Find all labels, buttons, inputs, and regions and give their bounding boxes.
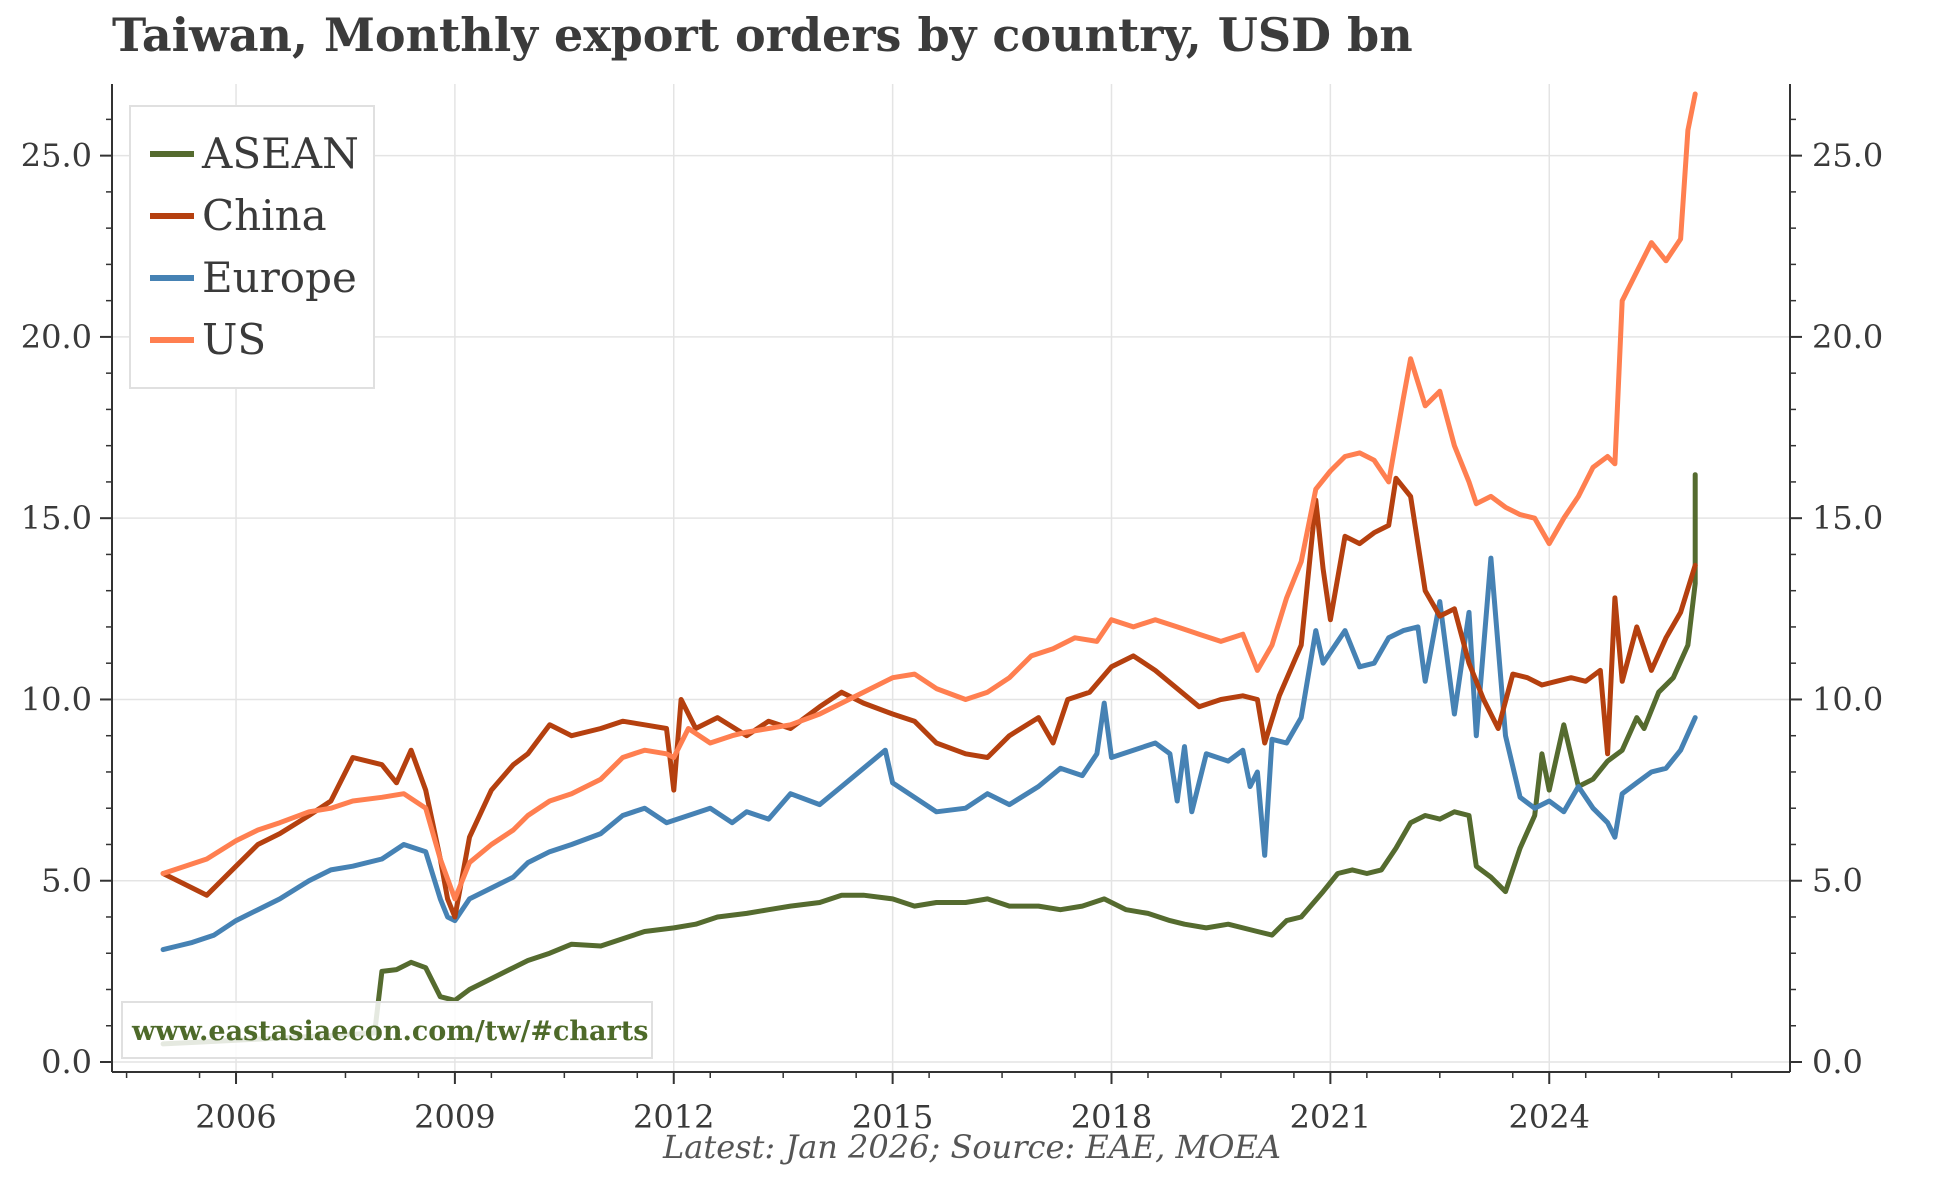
y-tick-label-right: 15.0 (1812, 499, 1883, 537)
tick-labels: 2006 2009 2012 2015 2018 2021 2024 0.0 0.0 5.0 5.0… (21, 137, 1884, 1136)
y-tick-label-left: 10.0 (21, 680, 92, 718)
source-note: Latest: Jan 2026; Source: EAE, MOEA (663, 1128, 1281, 1166)
legend-label-us: US (202, 315, 266, 364)
watermark-text: www.eastasiaecon.com/tw/#charts (131, 1016, 648, 1047)
x-tick-label: 2024 (1509, 1098, 1590, 1136)
series-line-asean (160, 472, 1698, 1047)
y-tick-label-right: 10.0 (1812, 680, 1883, 718)
x-tick-label: 2018 (1071, 1098, 1152, 1136)
legend: ASEAN China Europe US (129, 105, 375, 389)
y-tick-label-left: 0.0 (41, 1043, 92, 1081)
x-tick-label: 2021 (1290, 1098, 1371, 1136)
watermark: www.eastasiaecon.com/tw/#charts (121, 1001, 653, 1059)
y-tick-label-left: 25.0 (21, 137, 92, 175)
plot-background (112, 84, 1790, 1072)
y-tick-label-right: 25.0 (1812, 137, 1883, 175)
legend-label-china: China (202, 191, 327, 240)
y-tick-label-right: 20.0 (1812, 318, 1883, 356)
watermark-box (121, 1001, 653, 1059)
y-tick-label-left: 20.0 (21, 318, 92, 356)
x-tick-label: 2006 (195, 1098, 276, 1136)
series-line-china (160, 475, 1698, 920)
series-lines (160, 91, 1698, 1047)
legend-label-europe: Europe (202, 253, 357, 302)
y-tick-label-right: 0.0 (1812, 1043, 1863, 1081)
y-tick-label-left: 5.0 (41, 862, 92, 900)
series-line-europe (160, 555, 1698, 953)
x-tick-label: 2015 (852, 1098, 933, 1136)
x-tick-label: 2012 (633, 1098, 714, 1136)
chart-title: Taiwan, Monthly export orders by country… (112, 8, 1413, 62)
gridlines (112, 84, 1790, 1072)
y-tick-label-right: 5.0 (1812, 862, 1863, 900)
series-line-us (160, 91, 1698, 902)
axes (100, 84, 1802, 1084)
y-tick-label-left: 15.0 (21, 499, 92, 537)
x-tick-label: 2009 (414, 1098, 495, 1136)
legend-label-asean: ASEAN (201, 129, 359, 178)
